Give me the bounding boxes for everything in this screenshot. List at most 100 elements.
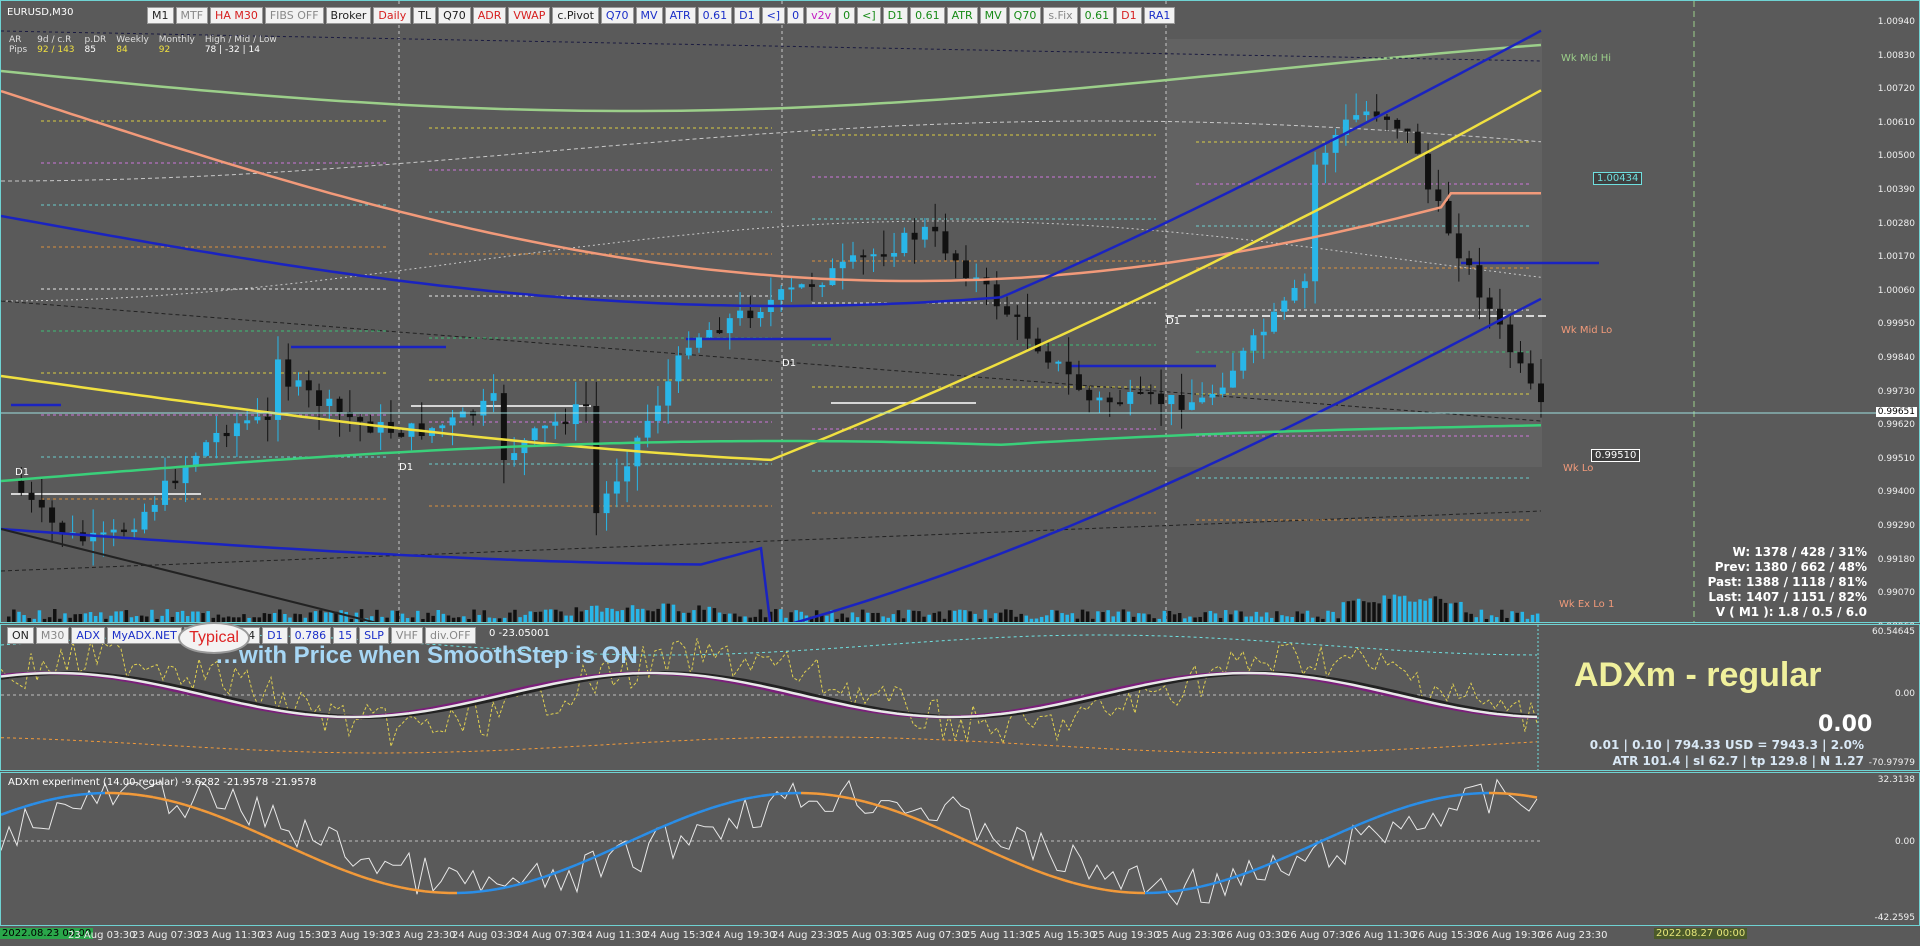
volume-bar <box>978 618 983 622</box>
price-axis: 1.00940 1.00830 1.00720 1.00610 1.00500 1.003… <box>1869 1 1919 632</box>
exp-white-line <box>1 778 1538 906</box>
adx-experiment-canvas[interactable] <box>1 773 1919 925</box>
main-toolbar-button-22[interactable]: 0.61 <box>910 7 945 24</box>
exp-segment <box>120 792 130 796</box>
volume-bar <box>1510 611 1514 622</box>
volume-bar <box>743 616 747 622</box>
main-toolbar-button-10[interactable]: c.Pivot <box>552 7 599 24</box>
volume-bar <box>753 616 758 622</box>
main-toolbar-button-23[interactable]: ATR <box>946 7 978 24</box>
main-toolbar-button-17[interactable]: 0 <box>787 7 805 24</box>
main-toolbar-button-27[interactable]: 0.61 <box>1079 7 1115 24</box>
exp-segment <box>776 792 786 796</box>
main-toolbar-button-26[interactable]: s.Fix <box>1043 7 1078 24</box>
main-toolbar-button-15[interactable]: D1 <box>734 7 760 24</box>
adx-toolbar-button-0[interactable]: ON <box>7 627 34 644</box>
candle-body <box>1435 189 1442 201</box>
exp-segment <box>160 797 170 802</box>
adx-toolbar-button-1[interactable]: M30 <box>35 627 70 644</box>
exp-segment <box>1072 881 1082 887</box>
candle-body <box>367 421 374 433</box>
main-toolbar-button-3[interactable]: FIBS OFF <box>264 7 324 24</box>
candle-body <box>1476 265 1483 298</box>
price-chart-canvas[interactable] <box>1 1 1919 622</box>
main-toolbar-button-1[interactable]: MTF <box>175 7 209 24</box>
main-toolbar-button-28[interactable]: D1 <box>1116 7 1142 24</box>
main-toolbar-button-5[interactable]: Daily <box>373 7 412 24</box>
main-toolbar-button-19[interactable]: 0 <box>838 7 856 24</box>
stats-last: Last: 1407 / 1151 / 82% <box>1708 590 1867 604</box>
main-toolbar-button-0[interactable]: M1 <box>147 7 174 24</box>
candle-body <box>1496 308 1503 325</box>
candle-body <box>480 400 487 416</box>
exp-segment <box>1464 792 1474 796</box>
candle-body <box>1096 397 1103 401</box>
candle-body <box>398 432 405 437</box>
adx-toolbar-button-8[interactable]: 0.786 <box>289 627 332 644</box>
main-toolbar-button-20[interactable]: <] <box>857 7 881 24</box>
candle-body <box>808 284 815 287</box>
time-axis-label: 25 Aug 11:30 <box>964 930 1032 941</box>
main-toolbar-button-21[interactable]: D1 <box>882 7 909 24</box>
main-toolbar-button-29[interactable]: RA1 <box>1143 7 1176 24</box>
adx-canvas[interactable] <box>1 625 1919 770</box>
volume-bar <box>681 612 686 622</box>
main-toolbar-button-16[interactable]: <] <box>761 7 786 24</box>
typical-button[interactable]: Typical <box>178 622 250 654</box>
candle-body <box>326 398 333 406</box>
volume-bar <box>1351 600 1356 622</box>
adx-toolbar-button-9[interactable]: 15 <box>333 627 358 644</box>
main-toolbar-button-7[interactable]: Q70 <box>438 7 471 24</box>
volume-bar <box>891 614 896 622</box>
exp-segment <box>512 882 522 888</box>
adx-toolbar-button-2[interactable]: ADX <box>71 627 105 644</box>
adx-indicator-pane[interactable]: ONM30ADXMyADX.NETS0CP14D10.78615SLPVHFdi… <box>0 624 1920 771</box>
volume-bar <box>998 612 1003 622</box>
main-toolbar-button-25[interactable]: Q70 <box>1008 7 1042 24</box>
adx-toolbar-button-12[interactable]: div.OFF <box>425 627 476 644</box>
candle-body <box>1538 383 1544 403</box>
volume-bar <box>1428 598 1433 622</box>
candle-body <box>891 253 898 257</box>
adx-toolbar-button-11[interactable]: VHF <box>390 627 424 644</box>
candle-body <box>110 529 117 533</box>
volume-bar <box>1234 610 1238 622</box>
main-toolbar-button-14[interactable]: 0.61 <box>697 7 733 24</box>
exp-segment <box>480 889 490 893</box>
adx-toolbar-button-7[interactable]: D1 <box>262 627 288 644</box>
exp-segment <box>1248 867 1258 874</box>
volume-bar <box>104 618 108 622</box>
volume-bar <box>1479 609 1484 622</box>
main-toolbar-button-12[interactable]: MV <box>635 7 663 24</box>
candle-body <box>747 310 754 319</box>
symbol-label: EURUSD,M30 <box>7 7 74 18</box>
exp-segment <box>688 811 698 818</box>
main-toolbar-button-18[interactable]: v2v <box>806 7 837 24</box>
exp-segment <box>40 798 50 804</box>
volume-bar <box>661 603 666 622</box>
main-toolbar-button-4[interactable]: Broker <box>325 7 372 24</box>
adx-experiment-pane[interactable]: 32.3138 0.00 -42.2595 <box>0 772 1920 926</box>
candle-body <box>1250 335 1257 351</box>
time-axis-label: 26 Aug 11:30 <box>1348 930 1416 941</box>
main-toolbar-button-8[interactable]: ADR <box>472 7 507 24</box>
volume-bar <box>697 605 701 622</box>
main-toolbar-button-9[interactable]: VWAP <box>508 7 551 24</box>
exp-segment <box>872 802 882 808</box>
main-toolbar-button-11[interactable]: Q70 <box>600 7 634 24</box>
candle-body <box>572 404 579 425</box>
main-toolbar-button-2[interactable]: HA M30 <box>210 7 263 24</box>
exp-segment <box>768 792 778 797</box>
adx-toolbar-button-10[interactable]: SLP <box>359 627 389 644</box>
main-toolbar-button-13[interactable]: ATR <box>664 7 696 24</box>
exp-segment <box>1224 876 1234 882</box>
volume-bar <box>242 614 246 622</box>
candle-body <box>850 255 857 262</box>
adx-toolbar-button-3[interactable]: MyADX.NET <box>106 627 182 644</box>
volume-bar <box>983 609 988 622</box>
main-toolbar-button-24[interactable]: MV <box>979 7 1007 24</box>
volume-bar <box>68 617 72 622</box>
price-chart-pane[interactable]: EURUSD,M30 M1 MTF HA M30 FIBS OFF Broker Dail… <box>0 0 1920 632</box>
main-toolbar-button-6[interactable]: TL <box>413 7 437 24</box>
exp-segment <box>424 890 434 894</box>
